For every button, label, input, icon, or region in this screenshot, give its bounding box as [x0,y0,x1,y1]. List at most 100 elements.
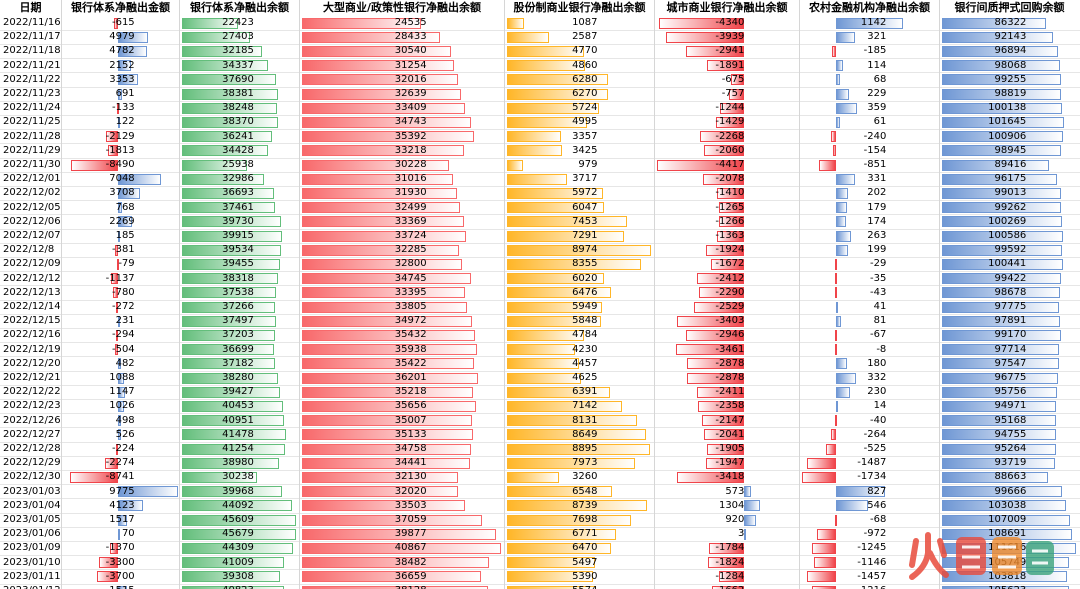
value-cell[interactable]: -29 [869,258,887,270]
value-cell[interactable]: 35007 [394,414,427,426]
date-cell[interactable]: 2022/11/17 [3,31,61,43]
date-cell[interactable]: 2023/01/04 [3,499,61,511]
value-cell[interactable]: -2358 [715,400,745,412]
value-cell[interactable]: 39308 [222,570,254,582]
value-cell[interactable]: 34337 [222,59,254,71]
value-cell[interactable]: -1813 [105,144,135,156]
value-cell[interactable]: 6280 [572,73,598,85]
value-cell[interactable]: -615 [111,17,135,28]
value-cell[interactable]: 37538 [222,286,254,298]
value-cell[interactable]: 96894 [994,45,1027,57]
value-cell[interactable]: 35218 [394,386,427,398]
value-cell[interactable]: -68 [869,514,887,525]
value-cell[interactable]: 95168 [994,414,1027,426]
value-cell[interactable]: -2290 [715,286,745,298]
value-cell[interactable]: -272 [111,301,135,312]
value-cell[interactable]: 94971 [994,400,1027,412]
value-cell[interactable]: 99422 [994,272,1027,284]
date-cell[interactable]: 2023/01/05 [3,514,61,525]
date-cell[interactable]: 2022/11/21 [3,59,61,71]
value-cell[interactable]: -4340 [715,17,745,28]
value-cell[interactable]: -2878 [715,372,745,383]
value-cell[interactable]: -224 [111,443,135,454]
column-header[interactable]: 日期 [0,0,61,16]
value-cell[interactable]: 33369 [394,215,427,227]
date-cell[interactable]: 2022/11/18 [3,45,61,57]
value-cell[interactable]: -2411 [715,386,745,398]
value-cell[interactable]: 41009 [222,556,254,568]
value-cell[interactable]: 68 [873,73,887,85]
value-cell[interactable]: 1087 [572,17,598,28]
value-cell[interactable]: 38980 [222,457,254,469]
value-cell[interactable]: 37497 [222,315,254,327]
value-cell[interactable]: -2412 [715,272,745,284]
column-header[interactable]: 银行体系净融出金额 [62,0,179,16]
value-cell[interactable]: -1216 [802,584,886,589]
value-cell[interactable]: -3403 [715,315,745,327]
date-cell[interactable]: 2022/12/20 [3,357,61,369]
value-cell[interactable]: 3717 [572,173,598,185]
value-cell[interactable]: 4770 [572,45,598,57]
value-cell[interactable]: 36693 [222,187,254,199]
value-cell[interactable]: 4457 [572,357,598,369]
value-cell[interactable]: 8131 [572,414,598,426]
value-cell[interactable]: 40453 [222,400,254,412]
value-cell[interactable]: 36699 [222,343,254,355]
value-cell[interactable]: 6047 [572,201,598,213]
value-cell[interactable]: 3 [738,528,745,540]
value-cell[interactable]: 1515 [64,584,134,589]
value-cell[interactable]: 88663 [994,471,1027,483]
value-cell[interactable]: 2269 [109,215,135,227]
value-cell[interactable]: -133 [111,102,135,114]
value-cell[interactable]: 7973 [572,457,598,469]
date-cell[interactable]: 2022/12/29 [3,457,61,469]
value-cell[interactable]: 230 [867,386,887,398]
value-cell[interactable]: 32020 [394,485,427,497]
value-cell[interactable]: 768 [115,201,135,213]
value-cell[interactable]: -3418 [715,471,745,483]
value-cell[interactable]: 231 [115,315,135,327]
value-cell[interactable]: -1363 [715,230,745,241]
value-cell[interactable]: 32285 [394,244,427,256]
date-cell[interactable]: 2023/01/10 [3,556,61,568]
date-cell[interactable]: 2022/12/13 [3,286,61,298]
value-cell[interactable]: -2147 [715,414,745,426]
value-cell[interactable]: 1142 [860,17,887,28]
column-header[interactable]: 银行体系净融出余额 [180,0,299,16]
value-cell[interactable]: 32016 [394,73,427,85]
value-cell[interactable]: 28433 [394,31,427,43]
date-cell[interactable]: 2022/12/16 [3,329,61,341]
value-cell[interactable]: 39915 [222,230,254,241]
value-cell[interactable]: -1734 [857,471,887,483]
value-cell[interactable]: -1891 [715,59,745,71]
value-cell[interactable]: 96175 [994,173,1027,185]
value-cell[interactable]: 31254 [394,59,427,71]
value-cell[interactable]: 33805 [394,301,427,312]
value-cell[interactable]: 4230 [572,343,598,355]
value-cell[interactable]: -8 [876,343,887,355]
date-cell[interactable]: 2022/12/28 [3,443,61,454]
value-cell[interactable]: 39730 [222,215,254,227]
value-cell[interactable]: 35432 [394,329,427,341]
value-cell[interactable]: 174 [867,215,887,227]
value-cell[interactable]: 98068 [994,59,1027,71]
value-cell[interactable]: 38318 [222,272,254,284]
value-cell[interactable]: 38248 [222,102,254,114]
value-cell[interactable]: 526 [115,428,135,440]
date-cell[interactable]: 2023/01/06 [3,528,61,540]
value-cell[interactable]: 99255 [994,73,1027,85]
date-cell[interactable]: 2022/12/30 [3,471,61,483]
date-cell[interactable]: 2022/12/14 [3,301,61,312]
date-cell[interactable]: 2022/12/27 [3,428,61,440]
value-cell[interactable]: 45609 [222,514,254,525]
date-cell[interactable]: 2022/11/30 [3,159,61,170]
value-cell[interactable]: 5848 [572,315,598,327]
value-cell[interactable]: 332 [867,372,887,383]
value-cell[interactable]: 99666 [994,485,1027,497]
value-cell[interactable]: -1924 [715,244,745,256]
value-cell[interactable]: -1137 [105,272,135,284]
value-cell[interactable]: 6470 [572,542,598,554]
value-cell[interactable]: 105623 [942,584,1026,589]
value-cell[interactable]: 107009 [988,514,1027,525]
value-cell[interactable]: -1410 [715,187,745,199]
